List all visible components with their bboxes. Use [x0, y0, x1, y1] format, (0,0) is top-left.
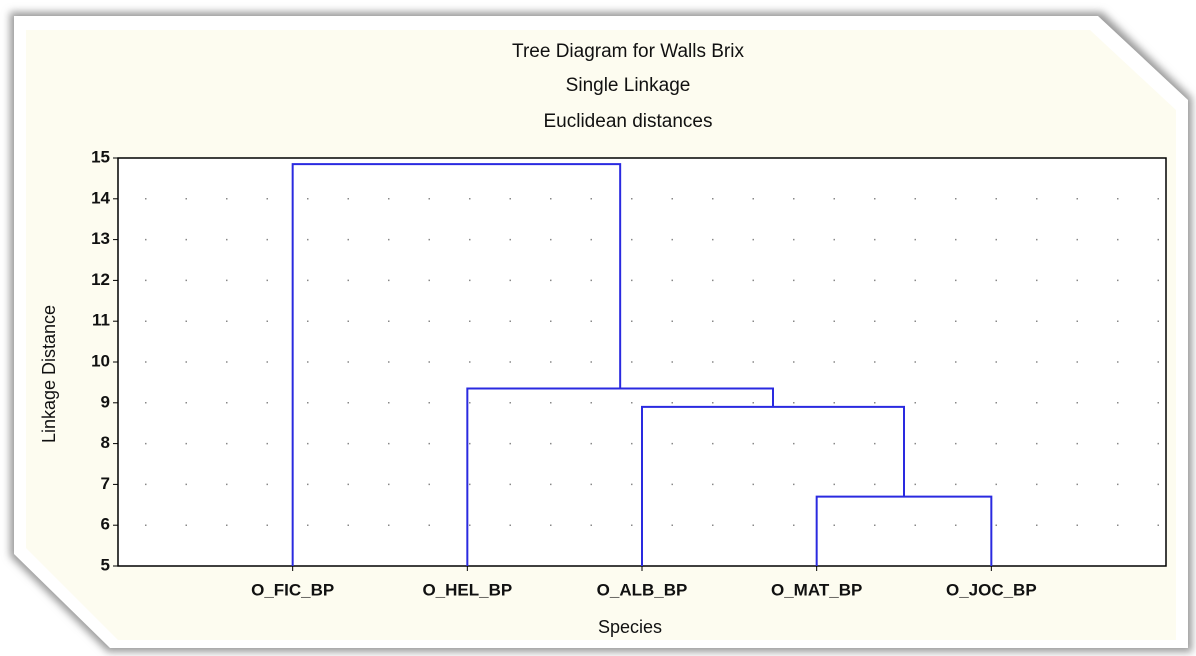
chart-subtitle: Euclidean distances — [544, 111, 713, 132]
y-tick-label: 9 — [101, 392, 110, 411]
chart-title: Tree Diagram for Walls Brix — [512, 41, 744, 62]
y-tick-label: 8 — [101, 433, 110, 452]
y-tick-label: 7 — [101, 474, 110, 493]
x-tick-label: O_JOC_BP — [946, 580, 1037, 599]
chart-subtitle: Single Linkage — [566, 75, 691, 96]
y-axis-label: Linkage Distance — [39, 305, 59, 443]
y-tick-label: 15 — [91, 147, 110, 166]
x-tick-label: O_FIC_BP — [251, 580, 334, 599]
x-axis-label: Species — [598, 617, 662, 637]
y-tick-label: 13 — [91, 229, 110, 248]
x-tick-label: O_ALB_BP — [597, 580, 688, 599]
y-tick-label: 10 — [91, 351, 110, 370]
dendrogram-link — [291, 163, 622, 566]
y-tick-label: 11 — [92, 311, 110, 330]
y-tick-label: 12 — [91, 270, 110, 289]
y-tick-label: 14 — [91, 188, 110, 207]
x-tick-label: O_MAT_BP — [771, 580, 862, 599]
y-tick-label: 6 — [101, 515, 110, 534]
y-tick-label: 5 — [101, 555, 110, 574]
x-tick-label: O_HEL_BP — [422, 580, 512, 599]
